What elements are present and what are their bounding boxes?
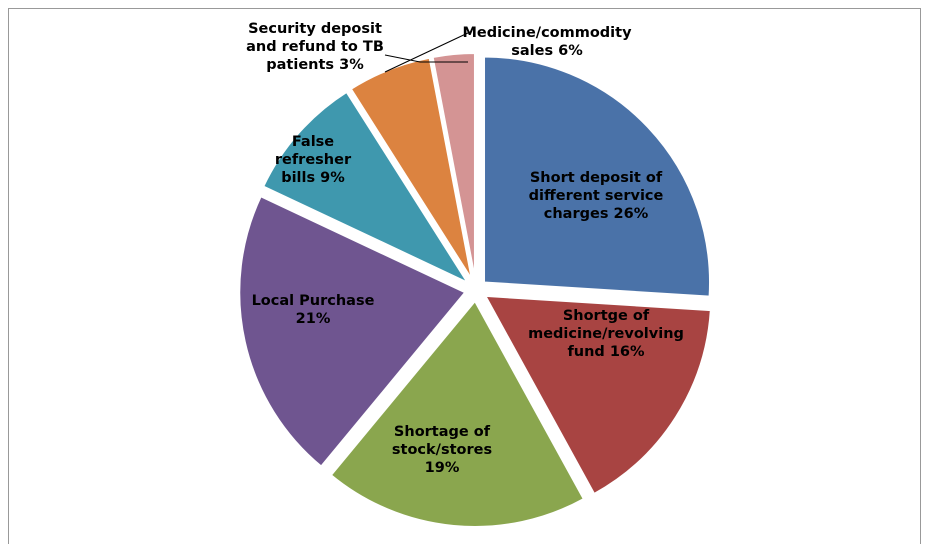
chart-frame	[8, 8, 921, 544]
leader-line	[384, 54, 468, 63]
pie-slice	[431, 52, 476, 280]
slice-value: 6%	[558, 43, 583, 59]
pie-slice	[329, 299, 586, 528]
slice-value: 9%	[320, 170, 345, 187]
slice-label: Short deposit of different service charg…	[521, 169, 671, 223]
pie-slice	[483, 294, 712, 496]
slice-name: Medicine/commodity sales	[462, 24, 632, 59]
slice-name: Short deposit of different service charg…	[528, 169, 664, 223]
slice-label: False refresher bills 9%	[268, 133, 358, 187]
slice-name: Shortge of medicine/revolving fund	[528, 307, 684, 361]
slice-label: Shortage of stock/stores 19%	[377, 423, 507, 477]
slice-value: 16%	[609, 344, 645, 361]
slice-value: 19%	[424, 460, 460, 477]
pie-slice	[483, 55, 712, 298]
slice-value: 26%	[613, 206, 649, 223]
slice-value: 21%	[295, 311, 331, 327]
slice-label: Medicine/commodity sales 6%	[462, 24, 632, 60]
slice-value: 3%	[339, 57, 364, 74]
pie-slice	[261, 90, 471, 286]
slice-name: False refresher bills	[274, 133, 352, 187]
slice-label: Local Purchase 21%	[243, 292, 383, 328]
pie-slice	[238, 194, 467, 468]
slice-name: Shortage of stock/stores	[391, 423, 493, 458]
slice-name: Security deposit and refund to TB patien…	[246, 20, 384, 74]
leader-line	[384, 31, 471, 73]
slice-label: Security deposit and refund to TB patien…	[235, 20, 395, 74]
slice-name: Local Purchase	[251, 292, 375, 309]
slice-label: Shortge of medicine/revolving fund 16%	[526, 307, 686, 361]
